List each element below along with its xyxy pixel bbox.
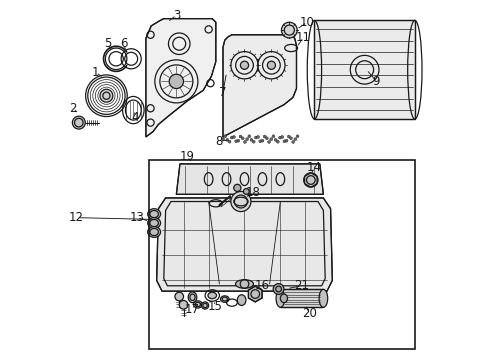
Text: 20: 20 — [302, 307, 317, 320]
Circle shape — [179, 301, 187, 309]
Ellipse shape — [280, 294, 287, 303]
Circle shape — [258, 140, 261, 143]
Text: 6: 6 — [120, 37, 127, 50]
Ellipse shape — [147, 226, 160, 237]
Text: 19: 19 — [179, 150, 194, 163]
Polygon shape — [314, 21, 414, 119]
Ellipse shape — [237, 295, 245, 306]
Circle shape — [263, 135, 265, 138]
Text: 3: 3 — [172, 9, 180, 22]
Circle shape — [247, 135, 250, 138]
Text: 15: 15 — [207, 300, 222, 313]
Text: 4: 4 — [131, 111, 139, 124]
Circle shape — [169, 74, 183, 89]
Ellipse shape — [276, 289, 284, 307]
Text: 9: 9 — [372, 75, 380, 88]
Circle shape — [278, 136, 281, 139]
Circle shape — [283, 140, 285, 143]
Text: 1: 1 — [92, 66, 99, 79]
Circle shape — [230, 136, 233, 139]
Circle shape — [289, 137, 292, 140]
Text: 13: 13 — [129, 211, 144, 224]
Text: 18: 18 — [245, 186, 261, 199]
Circle shape — [234, 140, 237, 143]
Polygon shape — [223, 35, 296, 137]
Text: 12: 12 — [69, 211, 84, 224]
Ellipse shape — [319, 289, 327, 307]
Circle shape — [271, 135, 274, 138]
Text: 7: 7 — [219, 86, 226, 99]
Circle shape — [245, 138, 248, 140]
Circle shape — [72, 116, 85, 129]
Circle shape — [224, 135, 226, 138]
Text: 21: 21 — [294, 279, 309, 292]
Text: 2: 2 — [69, 102, 77, 115]
Circle shape — [269, 138, 272, 141]
Text: 10: 10 — [299, 16, 314, 29]
Circle shape — [243, 140, 246, 143]
Ellipse shape — [193, 301, 202, 308]
Circle shape — [233, 184, 241, 192]
Polygon shape — [145, 19, 215, 137]
Ellipse shape — [147, 209, 160, 220]
Circle shape — [221, 138, 224, 140]
Circle shape — [228, 140, 230, 143]
Circle shape — [280, 135, 283, 138]
Circle shape — [225, 139, 228, 141]
Ellipse shape — [235, 280, 253, 288]
Circle shape — [281, 22, 297, 38]
Ellipse shape — [220, 296, 228, 302]
Circle shape — [274, 139, 277, 141]
Circle shape — [100, 89, 113, 102]
Circle shape — [287, 135, 290, 138]
Text: 5: 5 — [103, 37, 111, 50]
Circle shape — [267, 61, 275, 69]
Circle shape — [303, 173, 317, 187]
Circle shape — [240, 61, 248, 69]
Polygon shape — [176, 164, 323, 194]
Circle shape — [296, 135, 298, 138]
Circle shape — [285, 139, 287, 142]
Text: 8: 8 — [215, 135, 223, 148]
Bar — [149, 160, 414, 348]
Circle shape — [254, 136, 257, 139]
Circle shape — [256, 135, 259, 138]
Ellipse shape — [188, 292, 196, 303]
Circle shape — [267, 140, 270, 143]
Circle shape — [261, 139, 264, 142]
Circle shape — [252, 140, 255, 143]
Circle shape — [230, 192, 250, 212]
Polygon shape — [156, 198, 332, 291]
Circle shape — [265, 137, 268, 140]
Polygon shape — [280, 289, 323, 307]
Circle shape — [293, 138, 296, 141]
Circle shape — [236, 139, 239, 142]
Circle shape — [241, 137, 244, 140]
Circle shape — [239, 135, 242, 138]
Circle shape — [273, 284, 284, 294]
Circle shape — [249, 139, 252, 141]
Circle shape — [276, 140, 279, 143]
Circle shape — [175, 292, 183, 301]
Text: 14: 14 — [306, 161, 321, 174]
Polygon shape — [248, 286, 262, 302]
Ellipse shape — [201, 302, 208, 309]
Ellipse shape — [147, 218, 160, 228]
Text: 16: 16 — [254, 279, 269, 292]
Text: 17: 17 — [184, 303, 200, 316]
Text: 11: 11 — [296, 31, 310, 44]
Circle shape — [291, 140, 294, 143]
Ellipse shape — [207, 292, 216, 299]
Circle shape — [243, 189, 249, 194]
Circle shape — [232, 135, 235, 138]
